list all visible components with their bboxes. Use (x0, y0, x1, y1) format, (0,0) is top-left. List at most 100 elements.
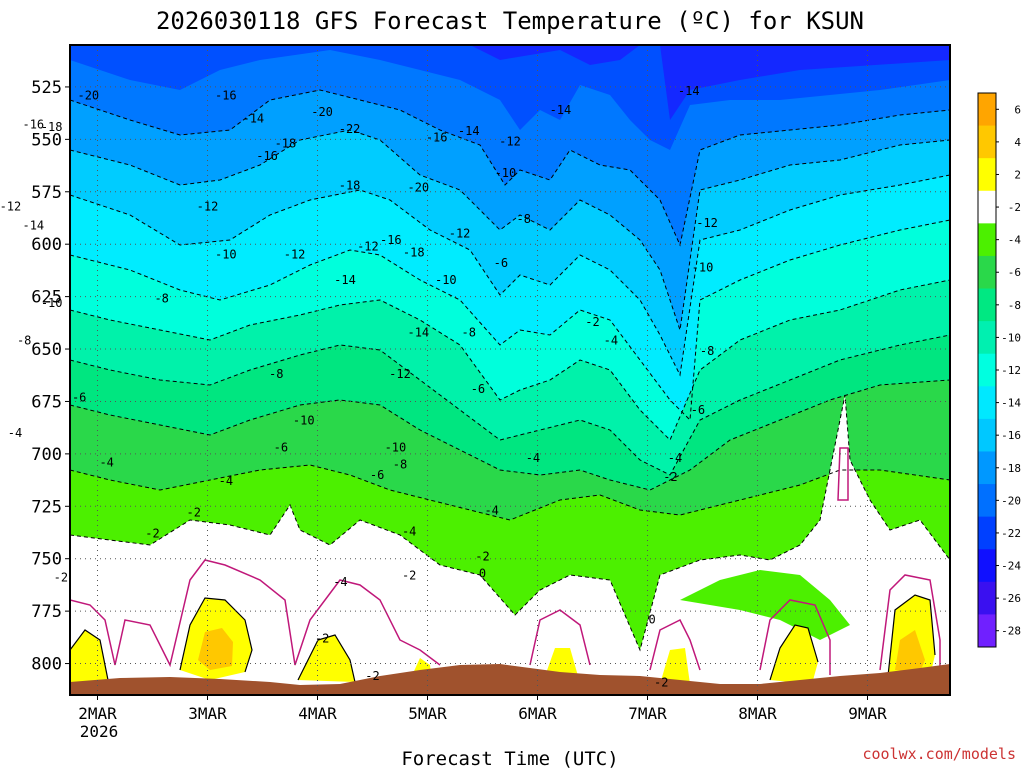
contour-line (70, 174, 950, 377)
contour-labels: -20 -16-14 -20-22-18-16-18 -20-16 -14-12-14-… (0, 84, 718, 689)
contour-label: -20 (311, 105, 333, 119)
colorbar-label: -20 (1001, 494, 1021, 507)
plot-area (70, 45, 950, 695)
credit-link[interactable]: coolwx.com/models (862, 745, 1016, 763)
zero-contour (837, 447, 849, 501)
contour-line (70, 379, 950, 491)
band-fill (895, 630, 925, 672)
colorbar-swatch (978, 125, 996, 159)
contour-label: -2 (145, 527, 159, 541)
colorbar-swatch (978, 581, 996, 615)
colorbar-swatch (978, 353, 996, 387)
contour-label: -12 (499, 134, 521, 148)
pos-contour (297, 634, 356, 683)
contour-label: -18 (339, 178, 361, 192)
colorbar-label: -6 (1008, 266, 1021, 279)
colorbar-label: -24 (1001, 560, 1021, 573)
contour-label: -12 (357, 239, 379, 253)
y-tick-label: 675 (31, 392, 62, 412)
colorbar-swatch (978, 288, 996, 322)
contour-line (70, 89, 950, 247)
contour-label: -4 (333, 575, 347, 589)
contour-label: -12 (696, 216, 718, 230)
colorbar-swatch (978, 484, 996, 518)
band-fill (680, 570, 850, 640)
colorbar-swatch (978, 158, 996, 192)
colorbar-swatch (978, 255, 996, 290)
y-tick-label: 650 (31, 340, 62, 360)
y-tick-label: 750 (31, 550, 62, 570)
colorbar-label: 4 (1014, 136, 1021, 149)
contour-label: -6 (471, 382, 485, 396)
contour-label: -16 (380, 233, 402, 247)
x-tick-label: 5MAR (408, 704, 447, 723)
contour-label: -16 (256, 149, 278, 163)
contour-label: -2 (585, 315, 599, 329)
y-tick-label: 550 (31, 130, 62, 150)
colorbar-label: -22 (1001, 527, 1021, 540)
band-fill (545, 648, 578, 676)
y-tick-label: 775 (31, 602, 62, 622)
contour-label: -4 (668, 451, 682, 465)
colorbar-label: -2 (1008, 201, 1021, 214)
contour-label: -4 (526, 451, 540, 465)
contour-label: -20 (407, 181, 429, 195)
contour-label: -8 (154, 292, 168, 306)
positive-contours (70, 594, 936, 691)
y-tick-label: 525 (31, 78, 62, 98)
band-fill (70, 630, 110, 690)
contour-label: -2 (475, 550, 489, 564)
colorbar: 6 4 2 -2 -4 -6 -8 -10 -12 -14 -16 -18 -20 -22 -24 -26 -2… (977, 92, 1021, 648)
contour-label: -2 (654, 675, 668, 689)
contour-label: -12 (389, 367, 411, 381)
contour-label: -4 (604, 334, 618, 348)
colorbar-label: -14 (1001, 397, 1021, 410)
colorbar-swatch (978, 418, 996, 452)
contour-label: -20 (77, 88, 99, 102)
colorbar-swatch (978, 451, 996, 485)
contour-label: -16 (426, 130, 448, 144)
colorbar-label: -8 (1008, 299, 1021, 312)
colorbar-swatch (978, 93, 996, 127)
x-tick-label: 3MAR (188, 704, 227, 723)
y-tick-label: 600 (31, 235, 62, 255)
pos-contour (769, 624, 819, 681)
terrain (70, 664, 950, 695)
contour-lines (70, 89, 950, 652)
x-tick-label: 4MAR (298, 704, 337, 723)
contour-line (70, 334, 950, 476)
contour-label: 0 (648, 613, 655, 627)
contour-label: -6 (274, 441, 288, 455)
contour-label: -14 (407, 325, 429, 339)
zero-contour (879, 574, 941, 671)
band-fill (70, 395, 950, 695)
contour-label: -4 (99, 455, 113, 469)
y-axis: 525 550 575 600 625 650 675 700 725 750 775 800 (31, 78, 70, 675)
colorbar-swatch (978, 190, 996, 224)
zero-contours (70, 447, 941, 675)
grid-lines (70, 45, 950, 695)
contour-label: -14 (678, 84, 700, 98)
contour-line (70, 394, 950, 652)
contour-label: -18 (275, 137, 297, 151)
contour-label: -6 (691, 403, 705, 417)
band-fill (660, 648, 690, 684)
contour-label: -10 (41, 296, 63, 310)
colorbar-label: -16 (1001, 429, 1021, 442)
contour-label: -2 (663, 470, 677, 484)
colorbar-swatch (978, 516, 996, 550)
pos-contour (179, 597, 253, 673)
colorbar-swatch (978, 386, 996, 420)
contour-label: -4 (8, 426, 22, 440)
zero-contour (529, 609, 591, 666)
x-tick-label: 6MAR (518, 704, 557, 723)
contour-line (70, 219, 950, 422)
contour-label: 0 (479, 566, 486, 580)
contour-label: -8 (17, 334, 31, 348)
contour-label: -2 (365, 669, 379, 683)
contour-label: -12 (0, 199, 21, 213)
contour-label: -12 (284, 248, 306, 262)
colorbar-swatch (978, 614, 996, 648)
band-fill (298, 635, 355, 682)
y-tick-label: 625 (31, 288, 62, 308)
